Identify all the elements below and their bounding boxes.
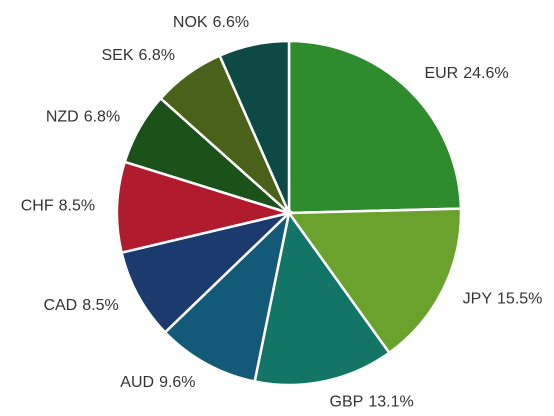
slice-label: SEK 6.8%: [101, 47, 174, 64]
category-label: CAD: [43, 297, 77, 314]
category-label: EUR: [424, 65, 458, 82]
pie-slice: [287, 39, 463, 215]
value-label: 24.6%: [463, 65, 508, 82]
slice-label: CHF 8.5%: [21, 198, 95, 215]
value-label: 8.5%: [82, 297, 118, 314]
pie-slice: [115, 160, 294, 255]
pie-slice: [286, 207, 463, 355]
pie-slice: [163, 209, 292, 384]
pie-slice: [253, 209, 391, 387]
slice-label: NOK 6.6%: [173, 14, 249, 31]
slice-label: EUR 24.6%: [424, 65, 508, 82]
value-label: 8.5%: [59, 198, 95, 215]
category-label: JPY: [463, 291, 493, 308]
value-label: 6.8%: [139, 47, 175, 64]
slice-label: NZD 6.8%: [46, 109, 120, 126]
slice-label: JPY 15.5%: [463, 291, 543, 308]
pie-slice: [218, 39, 291, 214]
category-label: SEK: [101, 47, 133, 64]
slice-label: GBP 13.1%: [330, 394, 414, 411]
value-label: 15.5%: [497, 291, 542, 308]
category-label: GBP: [330, 394, 364, 411]
value-label: 13.1%: [368, 394, 413, 411]
slice-label: CAD 8.5%: [43, 297, 118, 314]
category-label: AUD: [120, 374, 154, 391]
value-label: 6.8%: [84, 109, 120, 126]
value-label: 9.6%: [159, 374, 195, 391]
category-label: CHF: [21, 198, 54, 215]
slice-label: AUD 9.6%: [120, 374, 195, 391]
category-label: NZD: [46, 109, 79, 126]
category-label: NOK: [173, 14, 208, 31]
value-label: 6.6%: [213, 14, 249, 31]
